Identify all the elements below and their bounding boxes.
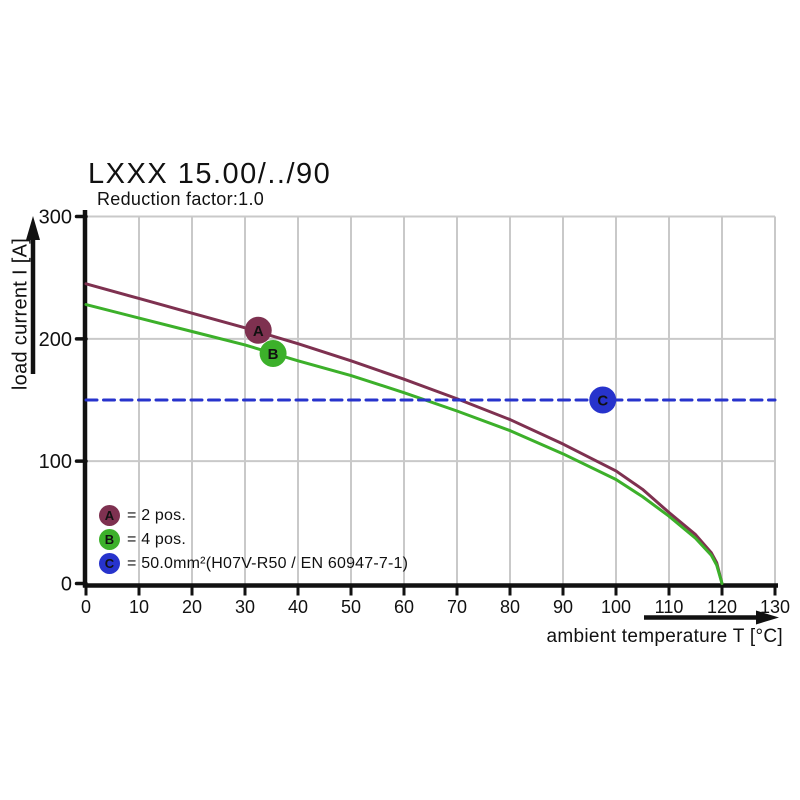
y-tick-label: 300: [39, 207, 72, 229]
marker-c-label: C: [597, 393, 608, 410]
marker-a: [244, 316, 272, 344]
legend-item-wire: C = 50.0mm²(H07V-R50 / EN 60947-7-1): [99, 553, 408, 574]
x-tick-label: 0: [81, 597, 91, 617]
y-tick-label: 200: [39, 329, 72, 351]
y-axis-arrowhead: [26, 216, 40, 240]
legend-marker-a: A: [99, 505, 120, 526]
marker-a-label: A: [253, 323, 264, 340]
x-tick-label: 90: [553, 597, 573, 617]
x-tick-label: 100: [601, 597, 631, 617]
x-tick-label: 10: [129, 597, 149, 617]
y-tick-label: 100: [39, 451, 72, 473]
y-tick-label: 0: [61, 574, 72, 596]
marker-b: [259, 340, 287, 368]
x-tick-label: 60: [394, 597, 414, 617]
marker-c: [589, 386, 617, 414]
legend-label-wire: = 50.0mm²(H07V-R50 / EN 60947-7-1): [127, 554, 409, 572]
x-tick-label: 20: [182, 597, 202, 617]
legend-marker-b: B: [99, 529, 120, 550]
legend-label-4pos: = 4 pos.: [127, 530, 186, 548]
curve-a: [84, 282, 724, 585]
legend: A = 2 pos. B = 4 pos. C = 50.0mm²(H07V-R…: [99, 505, 408, 577]
legend-marker-c: C: [99, 553, 120, 574]
x-tick-label: 110: [655, 597, 684, 617]
legend-item-2pos: A = 2 pos.: [99, 505, 408, 526]
x-tick-label: 130: [760, 597, 790, 617]
legend-label-2pos: = 2 pos.: [127, 506, 186, 524]
marker-b-label: B: [268, 346, 279, 363]
x-axis-title: ambient temperature T [°C]: [546, 626, 783, 647]
x-tick-label: 40: [288, 597, 308, 617]
chart-title: LXXX 15.00/../90: [88, 158, 332, 190]
x-tick-label: 70: [447, 597, 467, 617]
x-tick-label: 80: [500, 597, 520, 617]
curve-b: [84, 303, 724, 585]
x-axis-arrowhead: [756, 610, 779, 625]
x-tick-label: 120: [707, 597, 737, 617]
x-tick-label: 30: [235, 597, 255, 617]
x-tick-label: 50: [341, 597, 361, 617]
chart-subtitle: Reduction factor:1.0: [97, 189, 265, 209]
legend-item-4pos: B = 4 pos.: [99, 529, 408, 550]
